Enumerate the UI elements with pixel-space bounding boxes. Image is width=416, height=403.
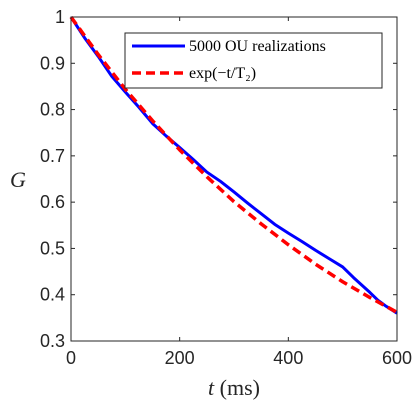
y-tick-label: 0.3 <box>40 331 65 351</box>
x-axis-label: t (ms) <box>208 375 260 400</box>
x-axis-label-variable: t <box>208 375 215 400</box>
y-axis-label: G <box>10 167 26 192</box>
y-tick-label: 0.4 <box>40 285 65 305</box>
tick-layer: 0 200 400 600 0.3 0.4 0.5 0.6 0.7 0.8 0.9 1 <box>40 7 412 368</box>
plot-frame <box>70 16 398 342</box>
x-tick-label: 0 <box>66 348 76 368</box>
x-tick-label: 600 <box>382 348 412 368</box>
legend-label-realizations: 5000 OU realizations <box>189 38 326 55</box>
x-tick-label: 400 <box>273 348 303 368</box>
series-line-1 <box>69 15 398 314</box>
x-tick-label: 200 <box>165 348 195 368</box>
series-layer <box>69 15 398 315</box>
y-tick-label: 1 <box>55 7 65 27</box>
y-tick-label: 0.5 <box>40 238 65 258</box>
y-tick-label: 0.7 <box>40 146 65 166</box>
y-tick-label: 0.8 <box>40 100 65 120</box>
legend: 5000 OU realizations exp(−t/T₂) <box>124 32 383 89</box>
legend-box <box>124 32 383 89</box>
y-tick-label: 0.6 <box>40 192 65 212</box>
legend-label-exponential: exp(−t/T₂) <box>189 65 256 82</box>
y-tick-label: 0.9 <box>40 53 65 73</box>
x-axis-label-unit: (ms) <box>214 375 260 400</box>
